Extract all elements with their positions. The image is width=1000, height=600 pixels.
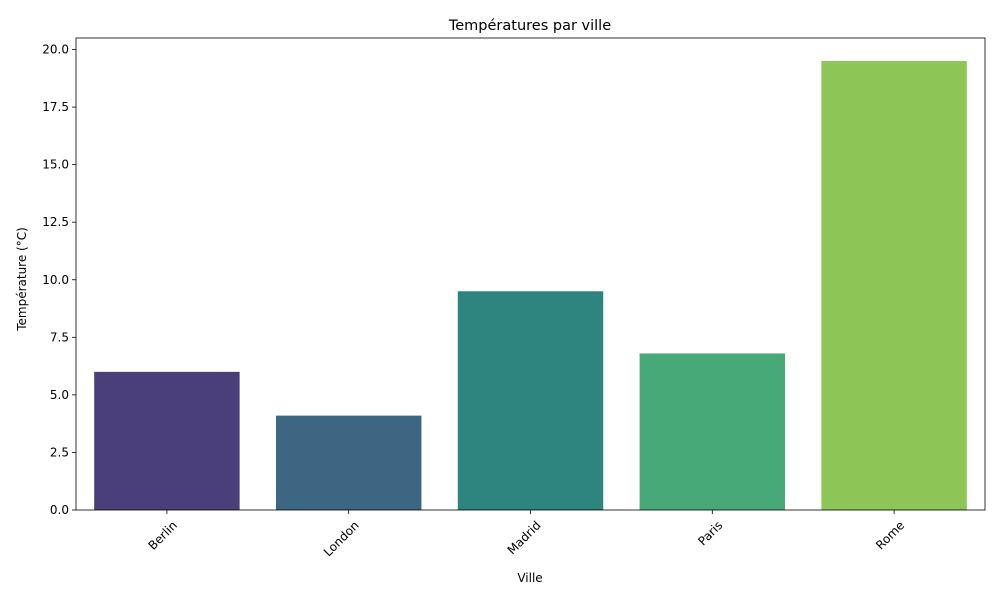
y-tick-label: 7.5 <box>50 330 69 344</box>
y-tick-label: 12.5 <box>42 215 69 229</box>
y-tick-label: 0.0 <box>50 503 69 517</box>
x-tick-label: Rome <box>873 518 907 552</box>
bars-group <box>94 61 967 511</box>
y-tick-label: 20.0 <box>42 43 69 57</box>
x-tick-label: Madrid <box>505 518 544 557</box>
y-tick-label: 5.0 <box>50 388 69 402</box>
axes-frame <box>75 37 986 511</box>
y-axis-ticks: 0.0 2.5 5.0 7.5 10.0 12.5 15.0 17.5 20.0 <box>42 43 76 517</box>
x-axis-label: Ville <box>517 571 542 585</box>
y-tick-label: 15.0 <box>42 158 69 172</box>
x-tick-label: London <box>321 518 362 559</box>
bar-paris <box>639 353 786 510</box>
y-tick-label: 17.5 <box>42 100 69 114</box>
bar-london <box>275 415 422 510</box>
x-axis-ticks: Berlin London Madrid Paris Rome <box>145 510 907 559</box>
bar-berlin <box>94 371 240 510</box>
y-tick-label: 10.0 <box>42 273 69 287</box>
y-axis-label: Température (°C) <box>15 227 29 332</box>
bar-madrid <box>457 291 604 510</box>
x-tick-label: Berlin <box>145 518 180 553</box>
y-tick-label: 2.5 <box>50 445 69 459</box>
axes-spines <box>75 37 986 511</box>
chart-title: Températures par ville <box>448 18 611 34</box>
x-tick-label: Paris <box>695 518 725 548</box>
bar-rome <box>821 61 967 511</box>
